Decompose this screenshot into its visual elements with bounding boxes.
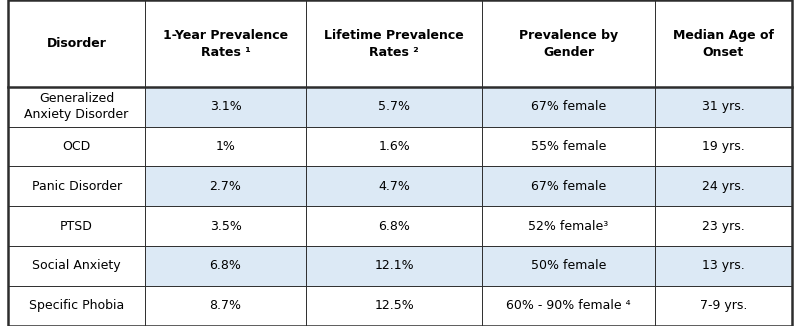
Text: 2.7%: 2.7% bbox=[210, 180, 242, 193]
Text: 23 yrs.: 23 yrs. bbox=[702, 220, 745, 232]
Text: 24 yrs.: 24 yrs. bbox=[702, 180, 745, 193]
Bar bbox=[146, 246, 792, 286]
Text: 6.8%: 6.8% bbox=[210, 259, 242, 272]
Text: Median Age of
Onset: Median Age of Onset bbox=[673, 29, 774, 59]
Text: 12.5%: 12.5% bbox=[374, 299, 414, 312]
Text: 55% female: 55% female bbox=[531, 140, 606, 153]
Bar bbox=[146, 87, 792, 127]
Text: PTSD: PTSD bbox=[60, 220, 93, 232]
Text: 67% female: 67% female bbox=[531, 180, 606, 193]
Text: 6.8%: 6.8% bbox=[378, 220, 410, 232]
Text: Generalized
Anxiety Disorder: Generalized Anxiety Disorder bbox=[25, 92, 129, 121]
Text: 5.7%: 5.7% bbox=[378, 100, 410, 113]
Text: 67% female: 67% female bbox=[531, 100, 606, 113]
Text: 19 yrs.: 19 yrs. bbox=[702, 140, 745, 153]
Text: 8.7%: 8.7% bbox=[210, 299, 242, 312]
Text: 1%: 1% bbox=[216, 140, 235, 153]
Text: Specific Phobia: Specific Phobia bbox=[29, 299, 124, 312]
Bar bbox=[146, 167, 792, 206]
Text: 4.7%: 4.7% bbox=[378, 180, 410, 193]
Text: 1-Year Prevalence
Rates ¹: 1-Year Prevalence Rates ¹ bbox=[163, 29, 288, 59]
Text: 60% - 90% female ⁴: 60% - 90% female ⁴ bbox=[506, 299, 631, 312]
Text: 12.1%: 12.1% bbox=[374, 259, 414, 272]
Bar bbox=[146, 206, 792, 246]
Text: Lifetime Prevalence
Rates ²: Lifetime Prevalence Rates ² bbox=[324, 29, 464, 59]
Text: 7-9 yrs.: 7-9 yrs. bbox=[700, 299, 747, 312]
Text: 31 yrs.: 31 yrs. bbox=[702, 100, 745, 113]
Text: OCD: OCD bbox=[62, 140, 90, 153]
Text: Disorder: Disorder bbox=[46, 37, 106, 50]
Text: 3.5%: 3.5% bbox=[210, 220, 242, 232]
Text: 52% female³: 52% female³ bbox=[529, 220, 609, 232]
Bar bbox=[146, 127, 792, 167]
Text: 13 yrs.: 13 yrs. bbox=[702, 259, 745, 272]
Text: Panic Disorder: Panic Disorder bbox=[31, 180, 122, 193]
Bar bbox=[146, 286, 792, 325]
Text: Social Anxiety: Social Anxiety bbox=[32, 259, 121, 272]
Text: Prevalence by
Gender: Prevalence by Gender bbox=[519, 29, 618, 59]
Text: 50% female: 50% female bbox=[531, 259, 606, 272]
Text: 1.6%: 1.6% bbox=[378, 140, 410, 153]
Text: 3.1%: 3.1% bbox=[210, 100, 242, 113]
